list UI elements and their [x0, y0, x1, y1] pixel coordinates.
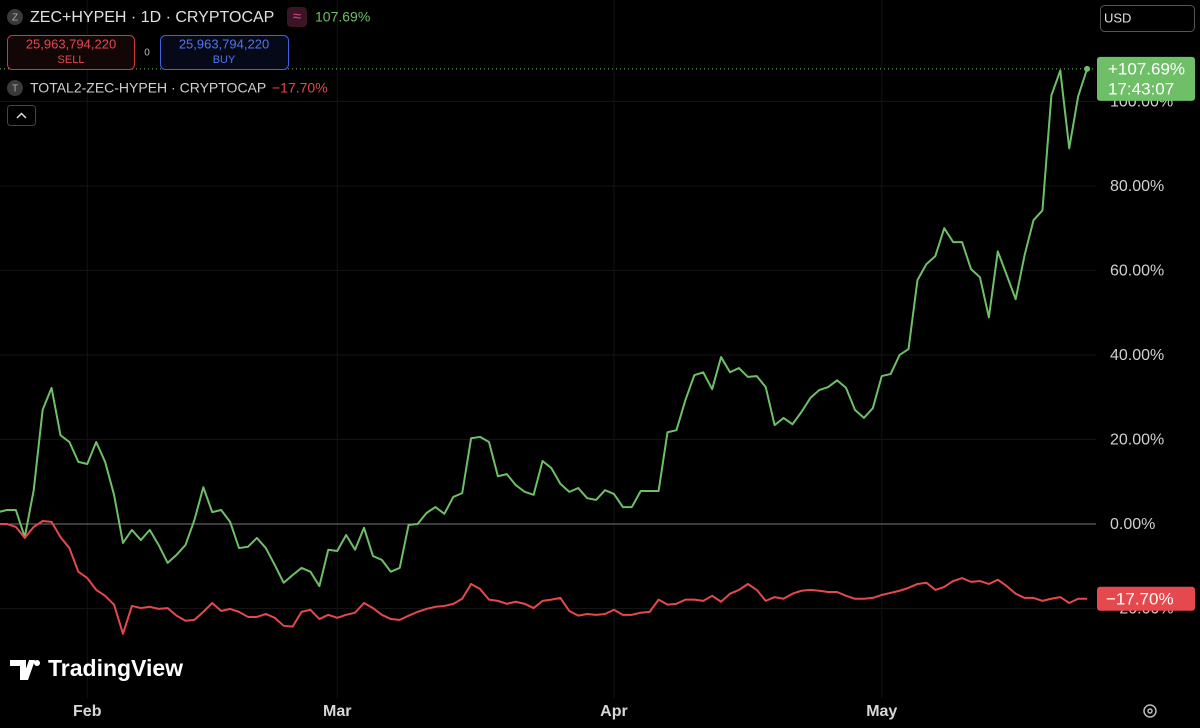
y-tick-label: 60.00%	[1110, 263, 1164, 280]
collapse-button[interactable]	[7, 105, 36, 126]
compare-button[interactable]	[287, 7, 307, 27]
grid	[0, 0, 1096, 698]
legend-value: −17.70%	[272, 80, 328, 96]
legend-name: TOTAL2-ZEC-HYPEH · CRYPTOCAP	[30, 80, 266, 96]
brand-logo	[10, 660, 41, 680]
price-badge-label: −17.70%	[1106, 589, 1174, 608]
last-point	[1084, 65, 1091, 72]
series-line	[0, 520, 1088, 635]
settings-icon-ring	[1143, 704, 1157, 718]
brand: TradingView	[48, 655, 183, 681]
settings-icon[interactable]	[1143, 704, 1157, 718]
settings-icon-core	[1147, 708, 1153, 714]
legend-value: 107.69%	[315, 9, 370, 25]
x-tick-label: Feb	[73, 703, 102, 720]
symbol-icon	[7, 9, 23, 25]
y-tick-label: 20.00%	[1110, 432, 1164, 449]
sell-label: SELL	[58, 54, 85, 66]
buy-price: 25,963,794,220	[179, 36, 269, 51]
x-tick-label: Apr	[600, 703, 628, 720]
sell-price: 25,963,794,220	[26, 36, 116, 51]
currency-button[interactable]	[1100, 5, 1195, 32]
symbol-icon	[7, 80, 23, 96]
symbol-icon-text: Z	[12, 13, 18, 24]
legend-name: ZEC+HYPEH · 1D · CRYPTOCAP	[30, 9, 274, 26]
collapse-icon	[16, 112, 27, 119]
buy-button[interactable]	[160, 35, 289, 70]
y-tick-label: 0.00%	[1110, 516, 1155, 533]
countdown: 17:43:07	[1108, 79, 1174, 98]
buy-label: BUY	[213, 54, 236, 66]
y-tick-label: 80.00%	[1110, 178, 1164, 195]
spread: 0	[144, 48, 150, 59]
price-badge	[1097, 56, 1195, 101]
currency: USD	[1104, 10, 1131, 25]
badges: +107.69%17:43:07 −17.70%	[1097, 56, 1195, 611]
series-line	[0, 68, 1089, 588]
sell-button[interactable]	[7, 35, 135, 70]
y-tick-label: 40.00%	[1110, 347, 1164, 364]
plot	[0, 65, 1096, 635]
x-tick-label: Mar	[323, 703, 351, 720]
price-badge-label: +107.69%	[1108, 59, 1185, 78]
symbol-icon-text: T	[12, 84, 18, 95]
compare-icon: ≈	[293, 8, 301, 25]
price-badge	[1097, 586, 1195, 611]
x-tick-label: May	[866, 703, 897, 720]
